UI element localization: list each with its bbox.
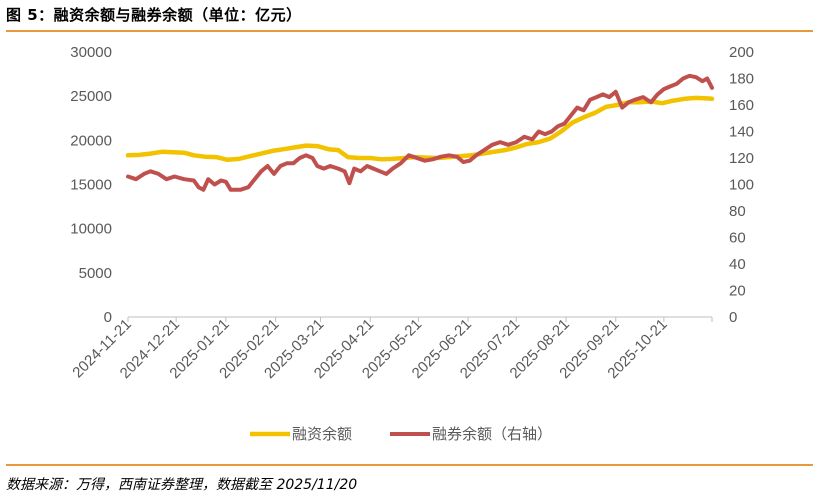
y-left-tick-label: 30000 <box>70 44 112 61</box>
y-right-tick-label: 40 <box>729 256 746 273</box>
y-left-tick-label: 5000 <box>79 265 112 282</box>
title-rule <box>6 30 813 32</box>
legend-label: 融券余额（右轴） <box>432 425 552 443</box>
y-right-tick-label: 0 <box>729 309 737 326</box>
chart-legend: 融资余额 融券余额（右轴） <box>250 425 552 443</box>
y-right-tick-label: 120 <box>729 150 754 167</box>
figure-title: 图 5：融资余额与融券余额（单位：亿元） <box>6 6 302 24</box>
y-right-tick-label: 100 <box>729 177 754 194</box>
y-right-tick-label: 60 <box>729 230 746 247</box>
y-left-tick-label: 0 <box>104 309 112 326</box>
y-right-tick-label: 140 <box>729 124 754 141</box>
y-left-tick-label: 10000 <box>70 221 112 238</box>
y-right-tick-label: 200 <box>729 44 754 61</box>
chart-plot-area <box>125 73 715 192</box>
legend-label: 融资余额 <box>292 425 352 443</box>
source-rule <box>6 464 813 466</box>
y-left-tick-label: 25000 <box>70 88 112 105</box>
y-right-tick-label: 180 <box>729 71 754 88</box>
y-left-tick-label: 15000 <box>70 177 112 194</box>
y-left-tick-label: 20000 <box>70 132 112 149</box>
y-right-tick-label: 160 <box>729 97 754 114</box>
source-note: 数据来源：万得，西南证券整理，数据截至 2025/11/20 <box>6 477 358 493</box>
y-right-tick-label: 20 <box>729 283 746 300</box>
series-line-lending <box>126 73 714 192</box>
chart-axes: 0 5000 10000 15000 20000 25000 30000 0 20 40 60 80 1… <box>69 44 754 382</box>
y-right-tick-label: 80 <box>729 203 746 220</box>
